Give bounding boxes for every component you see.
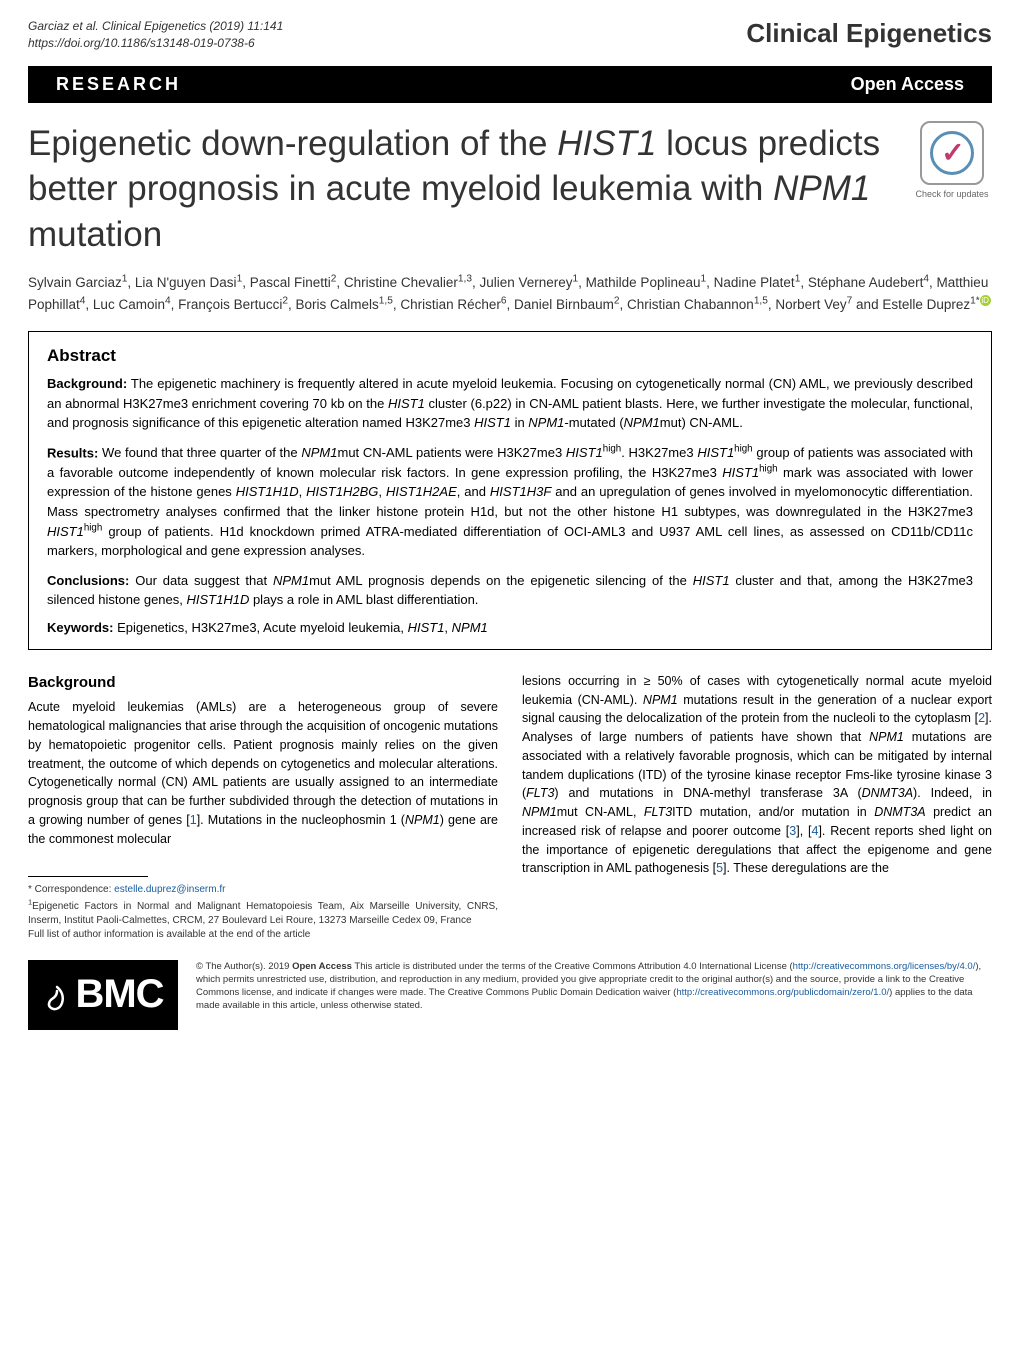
background-heading: Background <box>28 672 498 695</box>
right-column: lesions occurring in ≥ 50% of cases with… <box>522 672 992 942</box>
abstract-box: Abstract Background: The epigenetic mach… <box>28 331 992 649</box>
title-section: Epigenetic down-regulation of the HIST1 … <box>0 103 1020 268</box>
right-column-text: lesions occurring in ≥ 50% of cases with… <box>522 672 992 878</box>
authors-text: Sylvain Garciaz1, Lia N'guyen Dasi1, Pas… <box>28 275 988 312</box>
left-column: Background Acute myeloid leukemias (AMLs… <box>28 672 498 942</box>
check-updates-icon <box>920 121 984 185</box>
keywords-text: Epigenetics, H3K27me3, Acute myeloid leu… <box>113 620 487 635</box>
license-text: © The Author(s). 2019 Open Access This a… <box>196 960 992 1013</box>
article-title: Epigenetic down-regulation of the HIST1 … <box>28 121 888 258</box>
header-row: Garciaz et al. Clinical Epigenetics (201… <box>0 0 1020 58</box>
check-updates-badge[interactable]: Check for updates <box>912 121 992 199</box>
abstract-results-text: We found that three quarter of the NPM1m… <box>47 445 973 558</box>
abstract-results: Results: We found that three quarter of … <box>47 443 973 561</box>
correspondence-note: Full list of author information is avail… <box>28 929 310 940</box>
footer: BMC © The Author(s). 2019 Open Access Th… <box>0 942 1020 1054</box>
abstract-background: Background: The epigenetic machinery is … <box>47 374 973 433</box>
orcid-icon[interactable]: iD <box>980 295 991 306</box>
citation-line-2: https://doi.org/10.1186/s13148-019-0738-… <box>28 36 255 50</box>
correspondence-affiliation: 1Epigenetic Factors in Normal and Malign… <box>28 901 498 926</box>
correspondence-email[interactable]: estelle.duprez@inserm.fr <box>114 884 225 895</box>
bmc-text: BMC <box>75 972 163 1017</box>
open-access-label: Open Access <box>851 74 964 95</box>
keywords-label: Keywords: <box>47 620 113 635</box>
abstract-heading: Abstract <box>47 346 973 366</box>
authors-list: Sylvain Garciaz1, Lia N'guyen Dasi1, Pas… <box>0 267 1020 331</box>
journal-name: Clinical Epigenetics <box>746 18 992 49</box>
correspondence-divider <box>28 876 148 877</box>
citation: Garciaz et al. Clinical Epigenetics (201… <box>28 18 283 52</box>
abstract-conclusions-label: Conclusions: <box>47 573 129 588</box>
section-bar: RESEARCH Open Access <box>28 66 992 103</box>
abstract-conclusions-text: Our data suggest that NPM1mut AML progno… <box>47 573 973 608</box>
checkmark-circle-icon <box>930 131 974 175</box>
check-updates-label: Check for updates <box>915 189 988 199</box>
bmc-spring-icon <box>42 980 72 1010</box>
research-label: RESEARCH <box>56 74 181 95</box>
abstract-conclusions: Conclusions: Our data suggest that NPM1m… <box>47 571 973 610</box>
correspondence-star: * Correspondence: <box>28 884 114 895</box>
left-column-text: Acute myeloid leukemias (AMLs) are a het… <box>28 698 498 848</box>
abstract-results-label: Results: <box>47 445 98 460</box>
body-columns: Background Acute myeloid leukemias (AMLs… <box>0 650 1020 942</box>
bmc-logo: BMC <box>28 960 178 1030</box>
abstract-keywords: Keywords: Epigenetics, H3K27me3, Acute m… <box>47 620 973 635</box>
citation-line-1: Garciaz et al. Clinical Epigenetics (201… <box>28 19 283 33</box>
abstract-background-text: The epigenetic machinery is frequently a… <box>47 376 973 430</box>
correspondence-block: * Correspondence: estelle.duprez@inserm.… <box>28 883 498 941</box>
abstract-background-label: Background: <box>47 376 127 391</box>
